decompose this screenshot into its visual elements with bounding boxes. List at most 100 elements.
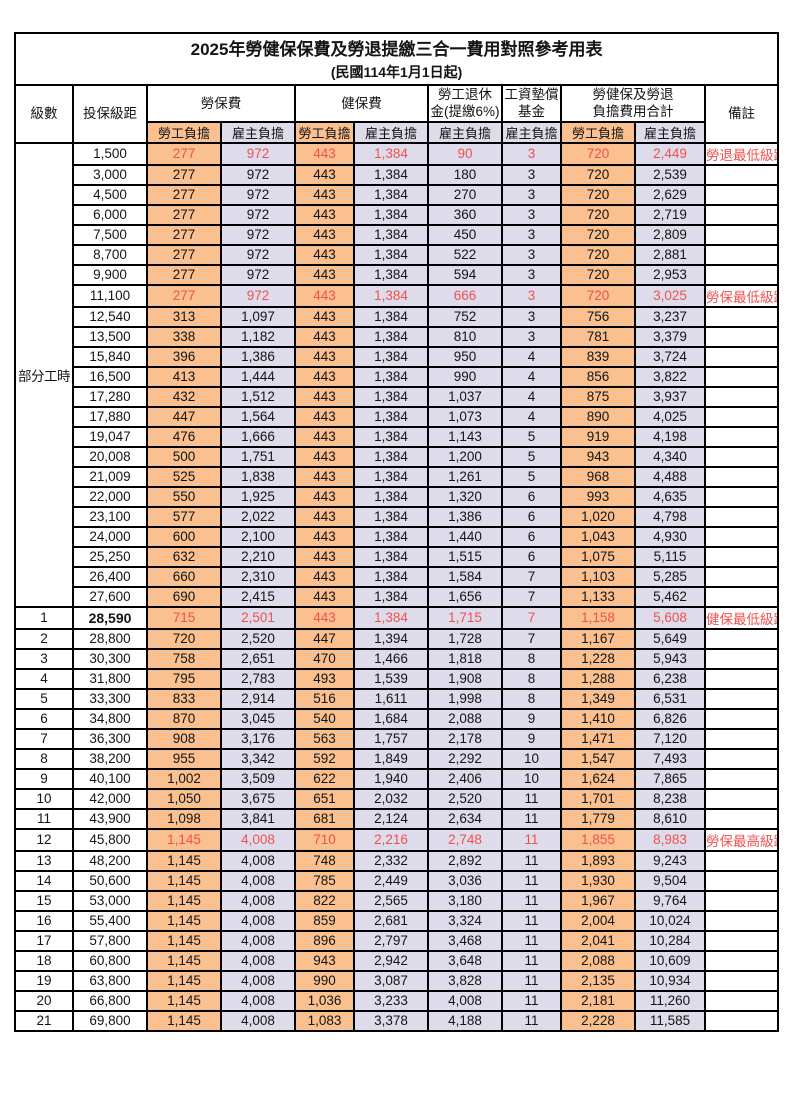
cell-labor-ins-employer: 2,310: [220, 565, 296, 588]
cell-level: 20: [14, 989, 74, 1012]
cell-labor-ins-employer: 972: [220, 141, 296, 166]
cell-health-ins-employer: 1,384: [353, 283, 429, 308]
header-wage-arrears-line2: 基金: [518, 104, 545, 120]
cell-labor-ins-employee: 447: [146, 405, 222, 428]
cell-health-ins-employer: 1,384: [353, 545, 429, 568]
cell-health-ins-employer: 1,384: [353, 141, 429, 166]
cell-wage-fund-employer: 3: [501, 243, 562, 266]
cell-labor-ins-employer: 972: [220, 163, 296, 186]
cell-labor-ins-employer: 4,008: [220, 1009, 296, 1032]
cell-health-ins-employer: 1,384: [353, 325, 429, 348]
cell-total-employer: 3,937: [634, 385, 706, 408]
cell-labor-ins-employee: 1,145: [146, 889, 222, 912]
cell-total-employer: 9,504: [634, 869, 706, 892]
title-row: 2025年勞健保保費及勞退提繳三合一費用對照參考用表 (民國114年1月1日起): [13, 32, 780, 86]
cell-total-employer: 9,764: [634, 889, 706, 912]
cell-total-employee: 1,043: [560, 525, 636, 548]
cell-labor-ins-employee: 955: [146, 747, 222, 770]
cell-wage-fund-employer: 6: [501, 545, 562, 568]
cell-level: 3: [14, 647, 74, 670]
cell-wage-fund-employer: 10: [501, 767, 562, 790]
cell-health-ins-employer: 1,384: [353, 405, 429, 428]
cell-pension-employer: 950: [427, 345, 503, 368]
cell-health-ins-employer: 1,384: [353, 565, 429, 588]
table-row: 13,500 338 1,182 443 1,384 810 3 781 3,379: [15, 325, 780, 348]
cell-insured-bracket: 48,200: [72, 849, 148, 872]
cell-level: 7: [14, 727, 74, 750]
cell-labor-ins-employer: 4,008: [220, 827, 296, 852]
subheader-labor-employee-share: 勞工負擔: [146, 120, 222, 144]
subheader-fund-employer-share: 雇主負擔: [501, 120, 562, 144]
subheader-labor-employer-share: 雇主負擔: [220, 120, 296, 144]
cell-health-ins-employee: 859: [294, 909, 355, 932]
cell-labor-ins-employer: 972: [220, 243, 296, 266]
cell-health-ins-employer: 1,684: [353, 707, 429, 730]
cell-health-ins-employee: 443: [294, 183, 355, 206]
cell-total-employee: 720: [560, 283, 636, 308]
cell-pension-employer: 1,715: [427, 605, 503, 630]
cell-insured-bracket: 13,500: [72, 325, 148, 348]
cell-health-ins-employer: 2,797: [353, 929, 429, 952]
cell-level: 17: [14, 929, 74, 952]
cell-insured-bracket: 3,000: [72, 163, 148, 186]
cell-health-ins-employer: 1,384: [353, 365, 429, 388]
cell-wage-fund-employer: 3: [501, 223, 562, 246]
table-row: 25,250 632 2,210 443 1,384 1,515 6 1,075 5,115: [15, 545, 780, 568]
cell-note: 勞保最高級距: [703, 827, 780, 852]
cell-labor-ins-employee: 758: [146, 647, 222, 670]
table-row: 26,400 660 2,310 443 1,384 1,584 7 1,103 5,285: [15, 565, 780, 588]
cell-level: 4: [14, 667, 74, 690]
cell-labor-ins-employer: 1,666: [220, 425, 296, 448]
cell-note: 勞退最低級距: [703, 141, 780, 166]
cell-note: [703, 525, 780, 548]
table-row: 16,500 413 1,444 443 1,384 990 4 856 3,822: [15, 365, 780, 388]
table-row: 14 50,600 1,145 4,008 785 2,449 3,036 11 1,930 9,…: [14, 869, 780, 892]
cell-health-ins-employee: 443: [294, 325, 355, 348]
header-wage-arrears-line1: 工資墊償: [504, 87, 559, 102]
cell-labor-ins-employer: 3,342: [220, 747, 296, 770]
cell-health-ins-employee: 822: [294, 889, 355, 912]
table-row: 20 66,800 1,145 4,008 1,036 3,233 4,008 11 2,181…: [14, 989, 780, 1012]
cell-note: [703, 445, 780, 468]
cell-insured-bracket: 24,000: [72, 525, 148, 548]
cell-health-ins-employee: 443: [294, 505, 355, 528]
cell-total-employer: 5,649: [634, 627, 706, 650]
cell-note: [703, 647, 780, 670]
cell-pension-employer: 1,515: [427, 545, 503, 568]
cell-total-employee: 875: [560, 385, 636, 408]
cell-pension-employer: 1,073: [427, 405, 503, 428]
cell-pension-employer: 1,386: [427, 505, 503, 528]
cell-total-employer: 9,243: [634, 849, 706, 872]
cell-health-ins-employer: 1,384: [353, 163, 429, 186]
cell-health-ins-employer: 1,384: [353, 345, 429, 368]
cell-total-employee: 756: [560, 305, 636, 328]
cell-total-employee: 890: [560, 405, 636, 428]
cell-total-employer: 5,285: [634, 565, 706, 588]
cell-total-employer: 2,881: [634, 243, 706, 266]
cell-insured-bracket: 17,280: [72, 385, 148, 408]
cell-health-ins-employee: 447: [294, 627, 355, 650]
cell-labor-ins-employer: 2,501: [220, 605, 296, 630]
cell-total-employee: 1,103: [560, 565, 636, 588]
subheader-total-employee-share: 勞工負擔: [560, 120, 636, 144]
cell-labor-ins-employee: 413: [146, 365, 222, 388]
cell-health-ins-employer: 1,849: [353, 747, 429, 770]
cell-wage-fund-employer: 4: [501, 365, 562, 388]
cell-note: [703, 969, 780, 992]
cell-pension-employer: 4,188: [427, 1009, 503, 1032]
cell-wage-fund-employer: 11: [501, 827, 562, 852]
cell-wage-fund-employer: 11: [501, 787, 562, 810]
cell-level: 6: [14, 707, 74, 730]
cell-pension-employer: 2,406: [427, 767, 503, 790]
cell-labor-ins-employee: 277: [146, 203, 222, 226]
cell-health-ins-employee: 622: [294, 767, 355, 790]
table-row: 11 43,900 1,098 3,841 681 2,124 2,634 11 1,779 8,…: [14, 807, 780, 830]
cell-note: [703, 1009, 780, 1032]
cell-wage-fund-employer: 8: [501, 687, 562, 710]
cell-insured-bracket: 1,500: [72, 141, 148, 166]
cell-insured-bracket: 69,800: [72, 1009, 148, 1032]
cell-health-ins-employer: 1,384: [353, 525, 429, 548]
cell-labor-ins-employee: 1,145: [146, 869, 222, 892]
cell-labor-ins-employee: 525: [146, 465, 222, 488]
